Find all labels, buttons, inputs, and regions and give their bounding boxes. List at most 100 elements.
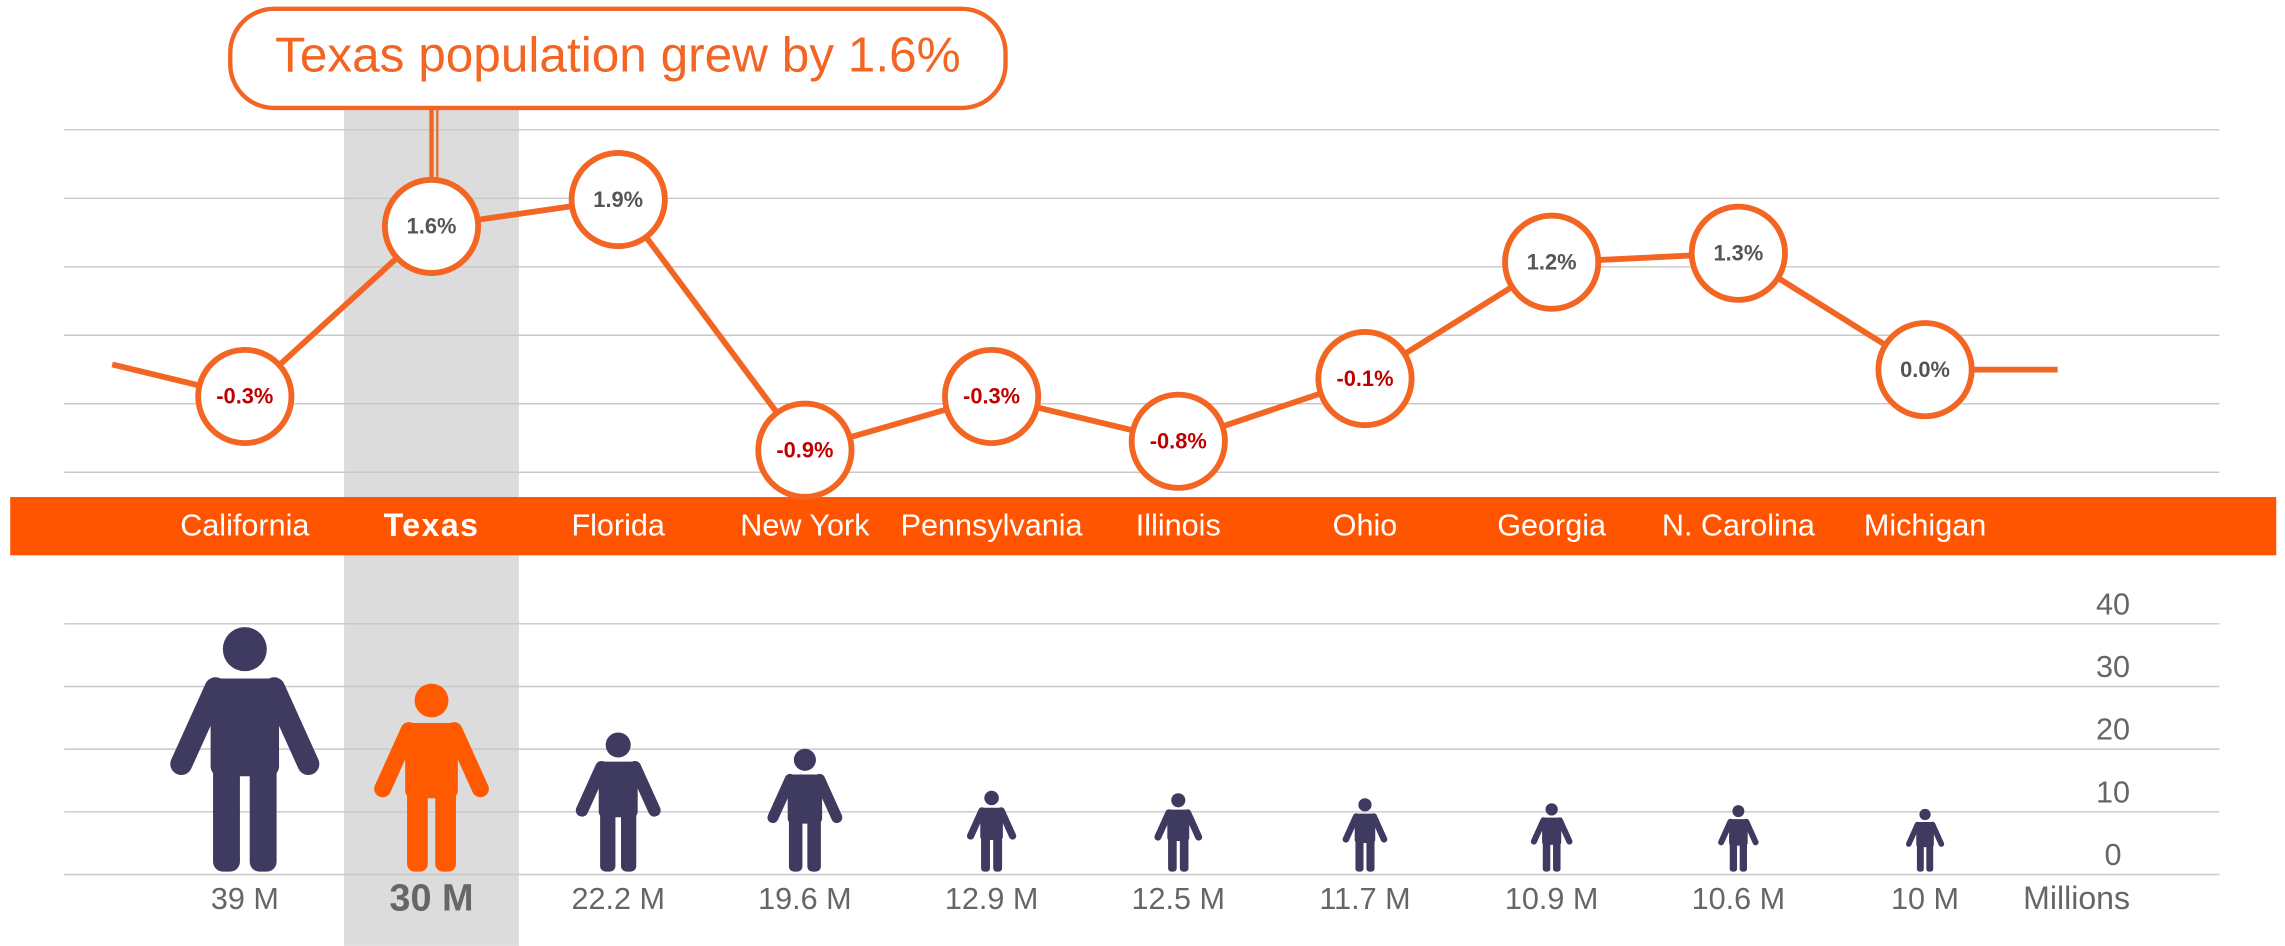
value-label: 22.2 M	[571, 882, 665, 916]
growth-point	[1688, 203, 1788, 303]
category-label: Florida	[571, 509, 665, 543]
person-leg	[1355, 838, 1364, 872]
growth-point	[381, 176, 482, 276]
person-arm	[1154, 809, 1173, 841]
y-tick-label: 0	[2105, 838, 2122, 872]
growth-point	[195, 346, 295, 447]
person-arm	[1743, 818, 1759, 846]
value-label: 19.6 M	[758, 882, 852, 916]
y-axis-label: Millions	[2023, 880, 2130, 916]
person-icon	[170, 627, 320, 872]
growth-point	[1502, 212, 1602, 312]
person-torso	[598, 761, 638, 818]
value-label: 10 M	[1891, 882, 1959, 916]
growth-label: -0.1%	[1336, 366, 1393, 391]
person-arm	[1530, 817, 1547, 845]
person-leg	[213, 761, 240, 872]
person-arm	[1370, 813, 1388, 843]
person-head	[1919, 808, 1931, 821]
person-arm	[170, 677, 227, 776]
person-leg	[1366, 838, 1375, 872]
category-label: Texas	[384, 507, 480, 543]
person-leg	[1916, 843, 1924, 872]
person-leg	[435, 786, 456, 872]
person-leg	[788, 816, 803, 872]
person-icon	[1530, 803, 1573, 872]
person-icon	[1905, 808, 1945, 872]
person-arm	[966, 807, 986, 840]
person-leg	[600, 808, 616, 872]
person-icon	[966, 790, 1017, 872]
person-torso	[1354, 813, 1376, 843]
person-torso	[1542, 817, 1562, 845]
person-head	[1171, 793, 1186, 808]
person-arm	[997, 807, 1017, 840]
category-label: Illinois	[1136, 509, 1221, 543]
category-label: Pennsylvania	[901, 509, 1084, 543]
person-leg	[249, 761, 277, 872]
category-label: New York	[740, 509, 870, 543]
person-leg	[620, 808, 637, 872]
growth-label: -0.3%	[216, 384, 273, 409]
person-arm	[1184, 809, 1203, 841]
growth-point	[755, 400, 855, 500]
person-leg	[807, 816, 821, 872]
y-tick-label: 40	[2096, 587, 2130, 621]
y-tick-label: 10	[2096, 775, 2130, 809]
person-arm	[1929, 821, 1945, 847]
person-head	[1545, 803, 1558, 816]
person-leg	[1179, 836, 1189, 872]
person-head	[793, 748, 816, 771]
person-leg	[1542, 840, 1551, 872]
growth-point	[1128, 391, 1228, 491]
person-icon	[575, 732, 661, 872]
category-label: Georgia	[1497, 509, 1607, 543]
growth-label: -0.3%	[963, 384, 1020, 409]
person-icon	[374, 683, 489, 872]
category-label: N. Carolina	[1662, 509, 1816, 543]
growth-label: -0.8%	[1150, 428, 1207, 453]
person-leg	[1739, 841, 1747, 872]
person-torso	[1729, 819, 1748, 846]
person-leg	[981, 835, 990, 872]
person-arm	[374, 722, 418, 798]
person-arm	[1556, 817, 1573, 845]
person-torso	[1167, 809, 1190, 842]
plot: -0.3% California 1.6% Texas 1.9% Florida -0.9%…	[64, 107, 2220, 920]
value-label: 39 M	[211, 882, 279, 916]
growth-label: 0.0%	[1900, 357, 1950, 382]
annotation: Texas population grew by 1.6%	[275, 28, 961, 83]
category-band	[10, 497, 2277, 556]
growth-label: 1.2%	[1527, 249, 1577, 274]
person-head	[1358, 798, 1372, 812]
person-arm	[814, 773, 843, 824]
person-arm	[1718, 818, 1734, 846]
category-label: Michigan	[1864, 509, 1986, 543]
person-torso	[405, 723, 458, 799]
person-head	[605, 732, 631, 758]
person-torso	[210, 678, 280, 777]
person-torso	[1916, 822, 1934, 848]
growth-point	[568, 150, 668, 250]
person-head	[222, 627, 267, 672]
growth-point	[942, 346, 1042, 447]
person-leg	[993, 835, 1003, 872]
value-label: 10.6 M	[1692, 882, 1786, 916]
growth-line	[242, 196, 1927, 454]
person-leg	[1168, 836, 1177, 872]
person-torso	[980, 807, 1003, 841]
person-leg	[1926, 843, 1934, 872]
person-icon	[767, 748, 843, 872]
person-head	[984, 790, 999, 806]
person-arm	[1905, 821, 1921, 847]
person-icon	[1154, 793, 1203, 872]
person-arm	[263, 677, 320, 776]
person-icon	[1718, 805, 1759, 872]
value-label: 12.9 M	[945, 882, 1039, 916]
growth-label: -0.9%	[776, 437, 833, 462]
growth-point	[1875, 320, 1975, 420]
growth-label: 1.9%	[593, 187, 643, 212]
category-label: Ohio	[1333, 509, 1398, 543]
person-icon	[1342, 798, 1388, 872]
